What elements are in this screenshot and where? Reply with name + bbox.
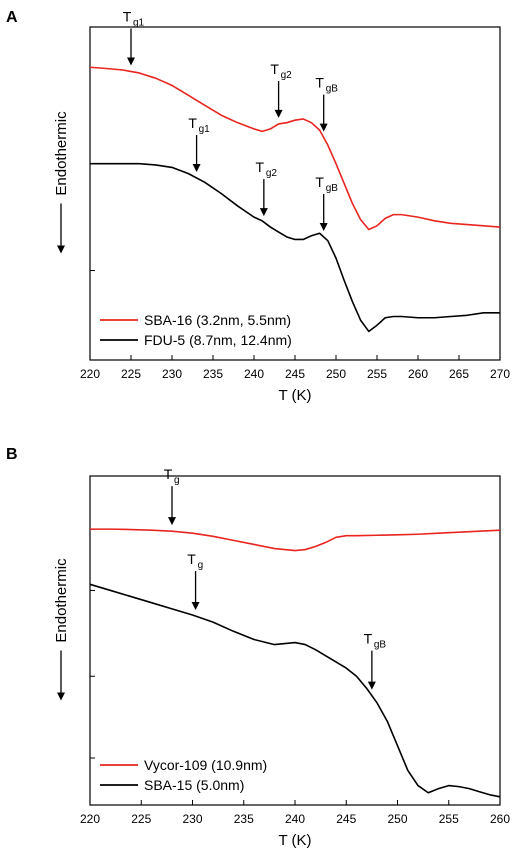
annotation-subscript: g1 (133, 17, 145, 28)
x-tick-label: 240 (285, 812, 305, 826)
x-tick-label: 250 (387, 812, 407, 826)
x-tick-label: 230 (182, 812, 202, 826)
annotation-arrowhead (274, 109, 283, 118)
annotation-label: T (256, 159, 265, 175)
y-axis-arrowhead (57, 692, 65, 701)
annotation-arrowhead (192, 163, 201, 172)
panel-b: B 220 225 230 235 240 245 250 255 260 T (K) Endothe… (6, 446, 510, 849)
x-tick-label: 235 (203, 367, 223, 381)
annotation-label: T (270, 61, 279, 77)
panel-label: B (6, 446, 18, 463)
x-tick-label: 270 (490, 367, 510, 381)
annotation-label: T (164, 466, 173, 482)
annotation-arrowhead (168, 517, 176, 526)
annotation-subscript: g2 (266, 168, 278, 179)
x-axis-title: T (K) (278, 387, 311, 404)
y-axis-arrowhead (57, 245, 65, 254)
panel-label: A (6, 9, 18, 26)
annotation-label: T (364, 631, 373, 647)
annotation-arrowhead (127, 57, 135, 66)
annotation-label: T (315, 75, 324, 91)
annotation-subscript: g (174, 475, 180, 486)
x-tick-label: 260 (408, 367, 428, 381)
y-axis-title: Endothermic (53, 111, 70, 196)
series-line-0 (90, 528, 501, 552)
annotation-subscript: g2 (281, 70, 293, 81)
y-axis-title: Endothermic (53, 558, 70, 643)
legend-item-0: Vycor-109 (10.9nm) (100, 757, 267, 773)
annotation-label: T (187, 551, 196, 567)
legend-item-1: FDU-5 (8.7nm, 12.4nm) (100, 332, 292, 348)
annotation-subscript: gB (374, 640, 387, 651)
legend-label: SBA-15 (5.0nm) (144, 777, 244, 793)
annotation-label: T (315, 174, 324, 190)
annotation-arrowhead (259, 208, 268, 217)
x-tick-label: 220 (80, 812, 100, 826)
x-tick-label: 220 (80, 367, 100, 381)
series-line-0 (89, 66, 501, 231)
x-tick-label: 230 (162, 367, 182, 381)
annotation-arrowhead (319, 123, 328, 132)
x-axis-title: T (K) (278, 832, 311, 849)
annotation-arrowhead (319, 222, 328, 231)
annotation-subscript: g1 (199, 124, 211, 135)
legend-label: SBA-16 (3.2nm, 5.5nm) (144, 312, 291, 328)
x-tick-label: 250 (326, 367, 346, 381)
annotation-subscript: g (198, 560, 204, 571)
legend-item-0: SBA-16 (3.2nm, 5.5nm) (100, 312, 291, 328)
x-tick-label: 225 (121, 367, 141, 381)
x-tick-label: 245 (285, 367, 305, 381)
x-tick-label: 245 (336, 812, 356, 826)
annotation-label: T (123, 8, 132, 24)
x-tick-label: 240 (244, 367, 264, 381)
x-tick-label: 255 (367, 367, 387, 381)
legend-label: Vycor-109 (10.9nm) (144, 757, 267, 773)
series-line-1 (90, 162, 500, 333)
annotation-subscript: gB (326, 84, 339, 95)
series-line-1 (89, 583, 501, 798)
legend-item-1: SBA-15 (5.0nm) (100, 777, 244, 793)
x-tick-label: 235 (234, 812, 254, 826)
x-tick-label: 265 (449, 367, 469, 381)
annotation-label: T (188, 115, 197, 131)
x-tick-label: 225 (131, 812, 151, 826)
annotation-subscript: gB (326, 183, 339, 194)
plot-frame (89, 475, 501, 806)
annotation-arrowhead (367, 681, 376, 690)
x-tick-label: 255 (439, 812, 459, 826)
legend-label: FDU-5 (8.7nm, 12.4nm) (144, 332, 292, 348)
x-tick-label: 260 (490, 812, 510, 826)
annotation-arrowhead (191, 602, 200, 611)
panel-a: A 220 225 230 235 240 245 250 255 260 265 270 T (K) E… (6, 8, 510, 404)
